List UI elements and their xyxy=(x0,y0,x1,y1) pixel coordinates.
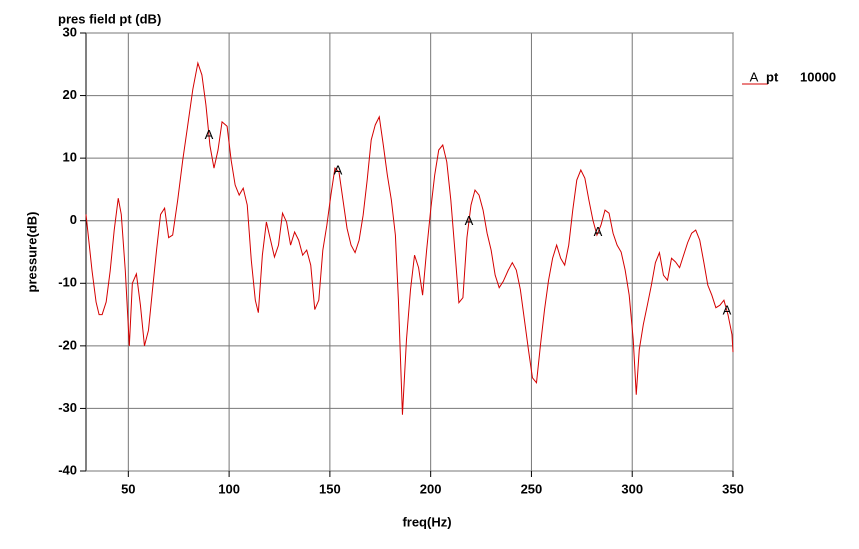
legend-label: pt xyxy=(766,69,779,84)
series-marker: A xyxy=(465,213,474,228)
x-tick-label: 150 xyxy=(319,481,341,496)
x-tick-label: 50 xyxy=(121,481,135,496)
series-marker: A xyxy=(723,302,732,317)
legend-value: 10000 xyxy=(800,69,836,84)
y-tick-label: -10 xyxy=(58,275,77,290)
series-marker: A xyxy=(334,162,343,177)
x-tick-label: 250 xyxy=(521,481,543,496)
data-line xyxy=(85,61,734,415)
series-marker: A xyxy=(594,224,603,239)
y-tick-label: -40 xyxy=(58,462,77,477)
y-tick-label: 0 xyxy=(70,212,77,227)
x-tick-label: 300 xyxy=(621,481,643,496)
y-axis-label: pressure(dB) xyxy=(24,212,39,293)
x-axis-label: freq(Hz) xyxy=(402,514,451,529)
plot-area xyxy=(85,32,734,472)
y-tick-label: 30 xyxy=(63,24,77,39)
chart-title: pres field pt (dB) xyxy=(58,11,161,26)
x-tick-label: 200 xyxy=(420,481,442,496)
x-tick-label: 100 xyxy=(218,481,240,496)
legend-marker: A xyxy=(750,69,759,84)
y-tick-label: 10 xyxy=(63,150,77,165)
y-tick-label: -20 xyxy=(58,337,77,352)
x-tick-label: 350 xyxy=(722,481,744,496)
series-marker: A xyxy=(205,127,214,142)
y-tick-label: 20 xyxy=(63,87,77,102)
y-tick-label: -30 xyxy=(58,400,77,415)
